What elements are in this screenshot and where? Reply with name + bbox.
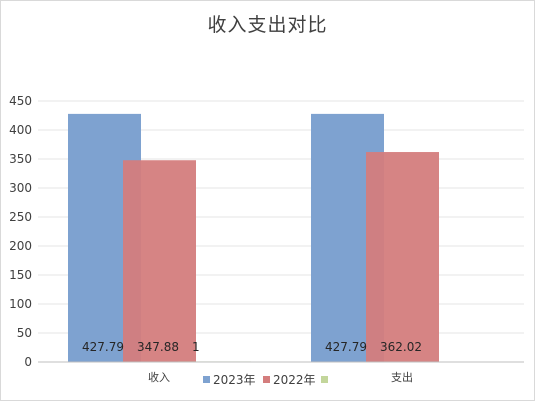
legend-swatch (321, 376, 328, 383)
x-category-label: 支出 (391, 370, 413, 384)
legend: 2023年 2022年 (203, 373, 328, 387)
legend-label: 2022年 (273, 373, 316, 387)
y-tick-label: 450 (9, 94, 32, 108)
y-axis: 0 50 100 150 200 250 300 350 400 450 (9, 94, 32, 369)
legend-swatch (263, 376, 270, 383)
data-label: 1 (192, 340, 200, 354)
y-tick-label: 400 (9, 123, 32, 137)
y-tick-label: 50 (17, 326, 32, 340)
y-tick-label: 300 (9, 181, 32, 195)
data-labels: 427.79 347.88 1 427.79 362.02 (82, 340, 422, 354)
y-tick-label: 200 (9, 239, 32, 253)
bar-0-1 (123, 160, 196, 362)
data-label: 427.79 (82, 340, 124, 354)
y-tick-label: 100 (9, 297, 32, 311)
y-tick-label: 350 (9, 152, 32, 166)
y-tick-label: 150 (9, 268, 32, 282)
data-label: 347.88 (137, 340, 179, 354)
bars (68, 113, 439, 362)
data-label: 427.79 (325, 340, 367, 354)
y-tick-label: 250 (9, 210, 32, 224)
chart-title: 收入支出对比 (207, 14, 328, 36)
y-tick-label: 0 (24, 355, 32, 369)
legend-label: 2023年 (213, 373, 256, 387)
bar-1-1 (366, 152, 439, 362)
legend-swatch (203, 376, 210, 383)
x-axis: 收入 支出 (38, 361, 524, 384)
data-label: 362.02 (380, 340, 422, 354)
x-category-label: 收入 (148, 370, 170, 384)
